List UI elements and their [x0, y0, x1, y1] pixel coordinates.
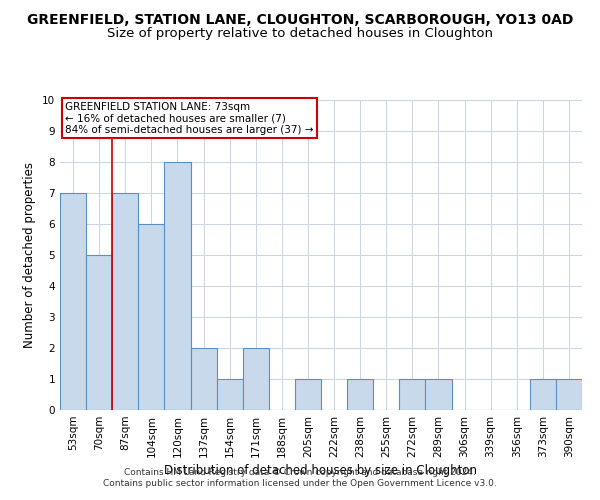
- Bar: [425, 379, 452, 410]
- Bar: [530, 379, 556, 410]
- X-axis label: Distribution of detached houses by size in Cloughton: Distribution of detached houses by size …: [164, 464, 478, 477]
- Bar: [556, 379, 582, 410]
- Bar: [217, 379, 243, 410]
- Bar: [242, 348, 269, 410]
- Bar: [139, 224, 164, 410]
- Text: Contains HM Land Registry data © Crown copyright and database right 2024.
Contai: Contains HM Land Registry data © Crown c…: [103, 468, 497, 487]
- Text: Size of property relative to detached houses in Cloughton: Size of property relative to detached ho…: [107, 28, 493, 40]
- Bar: [400, 379, 425, 410]
- Y-axis label: Number of detached properties: Number of detached properties: [23, 162, 37, 348]
- Bar: [112, 193, 139, 410]
- Bar: [164, 162, 191, 410]
- Bar: [347, 379, 373, 410]
- Bar: [191, 348, 217, 410]
- Text: GREENFIELD STATION LANE: 73sqm
← 16% of detached houses are smaller (7)
84% of s: GREENFIELD STATION LANE: 73sqm ← 16% of …: [65, 102, 314, 134]
- Text: GREENFIELD, STATION LANE, CLOUGHTON, SCARBOROUGH, YO13 0AD: GREENFIELD, STATION LANE, CLOUGHTON, SCA…: [27, 12, 573, 26]
- Bar: [86, 255, 112, 410]
- Bar: [60, 193, 86, 410]
- Bar: [295, 379, 321, 410]
